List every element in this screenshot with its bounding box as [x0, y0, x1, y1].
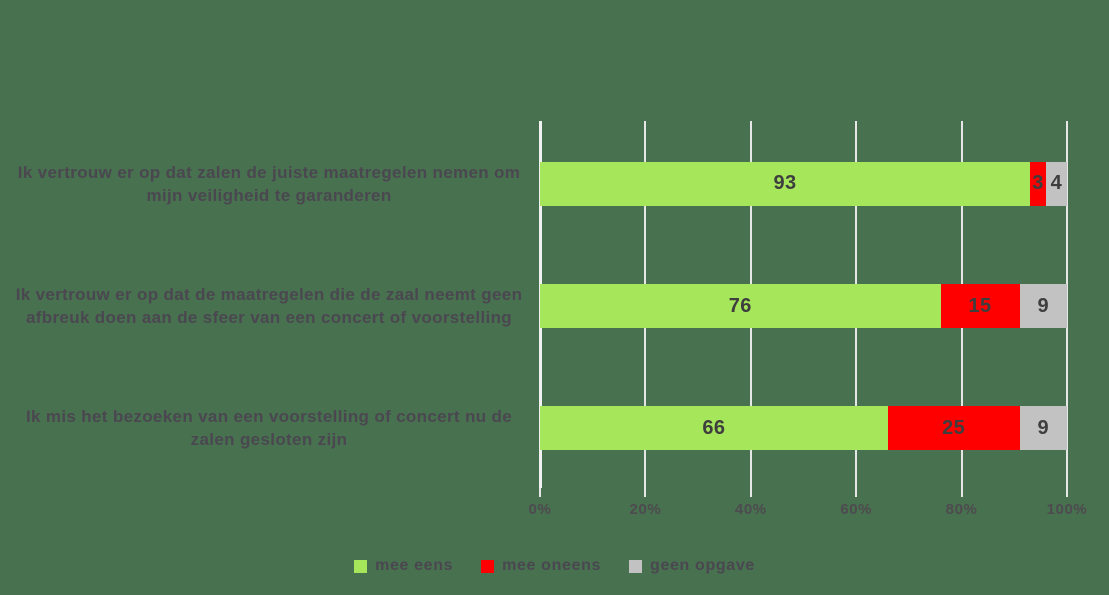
- bar-segment-mee-eens: 93: [540, 161, 1031, 206]
- axis-tick-mark: [855, 488, 858, 497]
- bar-segment-mee-oneens: 15: [940, 284, 1020, 328]
- bar-segment-geen-opgave: 4: [1045, 161, 1067, 206]
- bar-value-label: 76: [728, 294, 752, 317]
- gridline: [1066, 121, 1068, 488]
- x-tick-label: 100%: [1046, 501, 1088, 518]
- bar-value-label: 3: [1032, 172, 1044, 195]
- bar-value-label: 9: [1037, 294, 1050, 317]
- axis-tick-mark: [644, 488, 647, 497]
- axis-tick-mark: [539, 488, 541, 497]
- axis-tick-mark: [1066, 488, 1068, 497]
- bar-value-label: 4: [1050, 172, 1063, 195]
- x-tick-label: 60%: [840, 501, 873, 518]
- legend-label: mee eens: [375, 557, 454, 574]
- x-tick-label: 0%: [528, 501, 552, 518]
- x-tick-label: 80%: [945, 501, 978, 518]
- bar-segment-mee-eens: 76: [540, 284, 941, 328]
- bar-segment-mee-oneens: 3: [1030, 161, 1046, 206]
- bar-value-label: 25: [942, 416, 966, 439]
- bar-value-label: 15: [968, 294, 992, 317]
- legend-swatch-icon: [354, 559, 368, 573]
- bar-value-label: 9: [1037, 416, 1050, 439]
- bar-segment-mee-oneens: 25: [887, 406, 1020, 451]
- bar-segment-geen-opgave: 9: [1019, 406, 1067, 451]
- legend-swatch-icon: [629, 559, 643, 573]
- legend: mee eens mee oneens geen opgave: [0, 553, 1109, 579]
- legend-item-mee-eens: mee eens: [354, 557, 453, 575]
- axis-tick-mark: [749, 488, 752, 497]
- legend-label: mee oneens: [502, 557, 602, 574]
- category-label: Ik vertrouw er op dat zalen de juiste ma…: [17, 162, 521, 205]
- bar-value-label: 93: [773, 172, 797, 195]
- legend-swatch-icon: [481, 559, 495, 573]
- x-tick-label: 20%: [629, 501, 662, 518]
- bar-row: 93 3 4: [540, 161, 1067, 206]
- category-label: Ik vertrouw er op dat de maatregelen die…: [15, 285, 523, 327]
- plot-area: 93 3 4 76 15 9 66 25 9: [539, 121, 1068, 497]
- bar-segment-mee-eens: 66: [540, 406, 888, 451]
- x-tick-label: 40%: [734, 501, 767, 518]
- legend-item-geen-opgave: geen opgave: [629, 557, 755, 575]
- axis-tick-mark: [960, 488, 963, 497]
- bar-segment-geen-opgave: 9: [1019, 284, 1067, 328]
- category-label: Ik mis het bezoeken van een voorstelling…: [25, 407, 513, 450]
- bar-row: 66 25 9: [540, 406, 1067, 451]
- legend-item-mee-oneens: mee oneens: [481, 557, 601, 575]
- legend-label: geen opgave: [650, 557, 755, 574]
- bar-row: 76 15 9: [540, 284, 1067, 328]
- bar-value-label: 66: [702, 416, 726, 439]
